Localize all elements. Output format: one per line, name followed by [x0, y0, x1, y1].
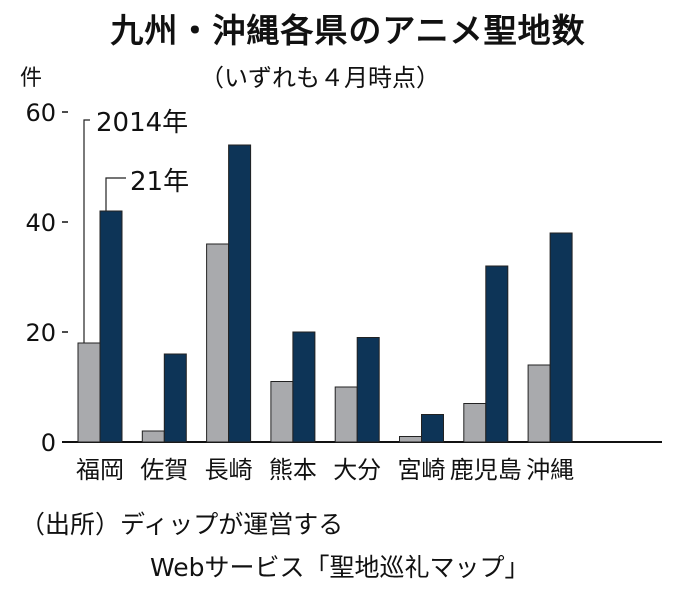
- category-label: 沖縄: [526, 456, 574, 484]
- legend-label-2021: 21年: [130, 167, 189, 197]
- bar-2014-熊本: [270, 381, 294, 443]
- bar-2014-大分: [334, 386, 358, 443]
- source-line-2: Webサービス「聖地巡礼マップ」: [150, 553, 530, 582]
- bar-2021-佐賀: [163, 353, 187, 443]
- category-label: 佐賀: [140, 456, 188, 484]
- legend-leader-2014: [83, 119, 90, 343]
- category-label: 大分: [333, 456, 381, 484]
- bar-2021-鹿児島: [485, 265, 509, 443]
- bar-2014-宮崎: [399, 436, 422, 443]
- category-label: 宮崎: [398, 456, 446, 484]
- category-label: 長崎: [205, 456, 253, 484]
- chart-title: 九州・沖縄各県のアニメ聖地数: [110, 11, 586, 50]
- bar-2014-鹿児島: [463, 403, 487, 443]
- y-axis-unit: 件: [20, 66, 43, 91]
- y-tick-label: 20: [25, 319, 56, 347]
- y-tick-label: 0: [41, 429, 56, 457]
- category-label: 福岡: [76, 456, 124, 484]
- legend-leader-2021: [105, 177, 126, 211]
- y-tick-label: 40: [25, 209, 56, 237]
- chart-subtitle: （いずれも４月時点）: [200, 64, 440, 92]
- bar-2021-長崎: [228, 144, 252, 443]
- bar-2014-佐賀: [141, 430, 165, 443]
- bar-2014-沖縄: [527, 364, 551, 443]
- category-label: 鹿児島: [450, 456, 522, 484]
- y-tick-label: 60: [25, 99, 56, 127]
- bar-2021-宮崎: [421, 414, 444, 443]
- bar-2021-熊本: [292, 331, 316, 443]
- bar-2014-長崎: [206, 243, 230, 443]
- category-label: 熊本: [269, 456, 317, 484]
- bar-2014-福岡: [77, 342, 101, 443]
- source-line-1: （出所）ディップが運営する: [20, 510, 344, 539]
- bar-2021-福岡: [99, 210, 123, 443]
- bar-2021-大分: [356, 337, 380, 443]
- bar-2021-沖縄: [549, 232, 573, 443]
- legend-label-2014: 2014年: [96, 108, 188, 138]
